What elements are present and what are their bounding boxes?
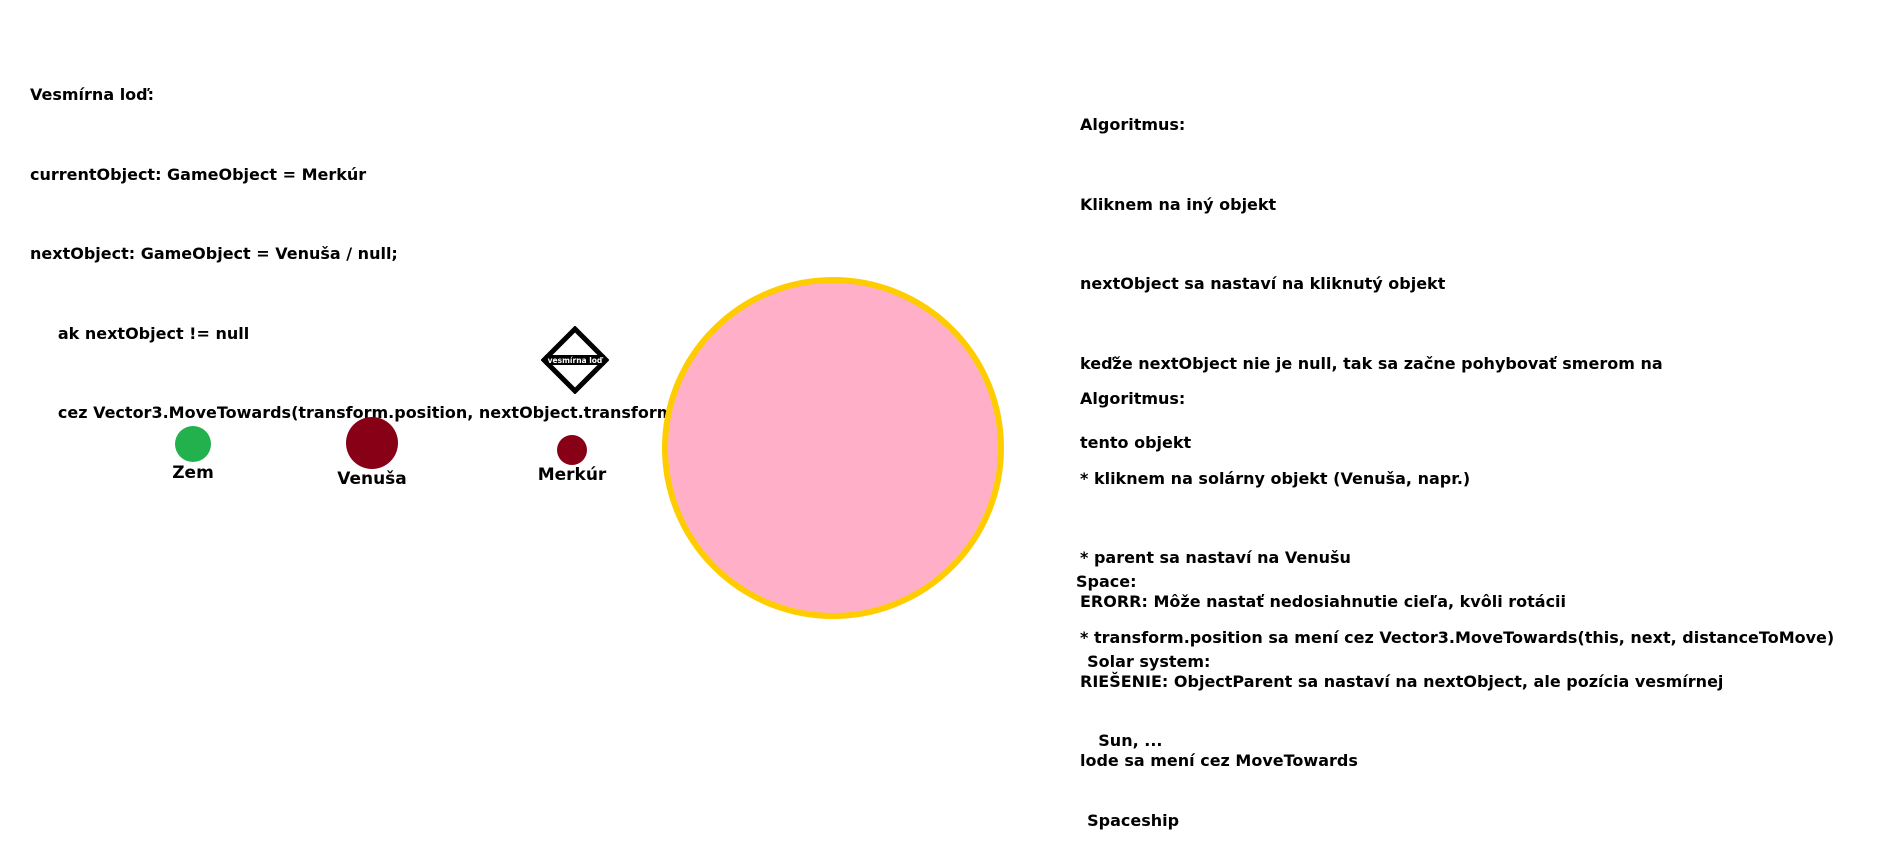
algorithm-notes-2: Algoritmus: * kliknem na solárny objekt … [1080, 333, 1834, 678]
algorithm-line: Algoritmus: [1080, 389, 1186, 408]
algorithm-line: ERORR: Môže nastať nedosiahnutie cieľa, … [1080, 592, 1567, 611]
algorithm-line: * transform.position sa mení cez Vector3… [1080, 627, 1835, 647]
venus-planet [346, 417, 398, 469]
algorithm-line: keďže nextObject nie je null, tak sa zač… [1080, 353, 1663, 373]
algorithm-line: Kliknem na iný objekt [1080, 194, 1277, 214]
venus-label: Venuša [337, 469, 407, 489]
code-line: ak nextObject != null [30, 323, 250, 343]
earth-label: Zem [172, 463, 214, 483]
spaceship-label-band [545, 355, 605, 365]
hierarchy-line: Solar system: [1076, 651, 1211, 671]
hierarchy-line: Space: [1076, 572, 1137, 591]
mercury-label: Merkúr [537, 465, 607, 485]
algorithm-line: nextObject sa nastaví na kliknutý objekt [1080, 274, 1446, 293]
code-line: currentObject: GameObject = Merkúr [30, 164, 367, 184]
algorithm-line: tento objekt [1080, 433, 1192, 452]
scene-hierarchy: Space: Solar system: Sun, ... Spaceship [1076, 516, 1210, 861]
code-line: Vesmírna loď: [30, 85, 155, 104]
sun-circle [662, 277, 1004, 619]
code-line: nextObject: GameObject = Venuša / null; [30, 244, 398, 263]
algorithm-line: * kliknem na solárny objekt (Venuša, nap… [1080, 468, 1471, 488]
hierarchy-line: Sun, ... [1076, 731, 1163, 750]
hierarchy-line: Spaceship [1076, 810, 1180, 830]
algorithm-line: Algoritmus: [1080, 115, 1186, 134]
spaceship-label: vesmírna loď [548, 356, 604, 365]
algorithm-line: RIEŠENIE: ObjectParent sa nastaví na nex… [1080, 671, 1724, 691]
spaceship-icon: vesmírna loď [541, 326, 609, 394]
algorithm-line: * parent sa nastaví na Venušu [1080, 548, 1351, 567]
mercury-planet [557, 435, 587, 465]
earth-planet [175, 426, 211, 462]
